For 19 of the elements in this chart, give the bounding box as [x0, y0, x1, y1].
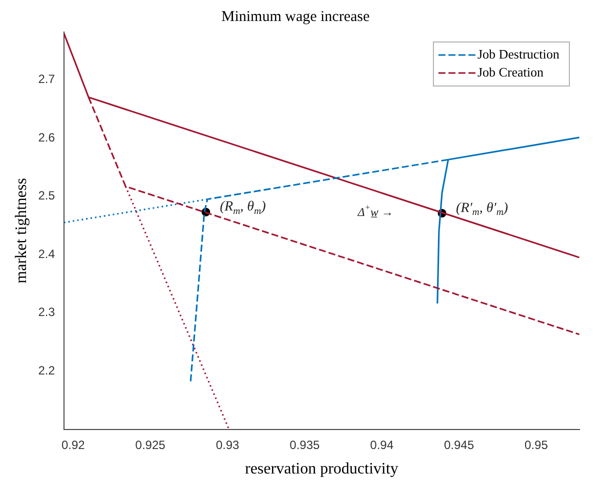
chart-title: Minimum wage increase [221, 8, 370, 25]
annotation: Δ+w̲ → [356, 203, 394, 219]
x-tick-label: 0.925 [135, 438, 166, 452]
y-tick-label: 2.2 [38, 363, 56, 378]
x-tick-label: 0.93 [216, 438, 240, 452]
x-tick-label: 0.92 [61, 438, 86, 452]
y-tick-label: 2.5 [38, 188, 56, 203]
x-tick-label: 0.94 [370, 438, 394, 452]
x-tick-label: 0.95 [524, 438, 548, 452]
y-tick-label: 2.7 [38, 72, 56, 86]
x-tick-label: 0.945 [444, 438, 474, 452]
y-tick-label: 2.6 [38, 130, 56, 144]
legend-label: Job Creation [477, 64, 544, 80]
legend-label: Job Destruction [477, 46, 560, 62]
y-tick-label: 2.3 [38, 305, 56, 320]
y-tick-label: 2.4 [38, 246, 56, 261]
x-axis-title: reservation productivity [244, 460, 398, 478]
y-axis-title: market tightness [12, 178, 30, 284]
x-tick-label: 0.935 [290, 438, 320, 452]
